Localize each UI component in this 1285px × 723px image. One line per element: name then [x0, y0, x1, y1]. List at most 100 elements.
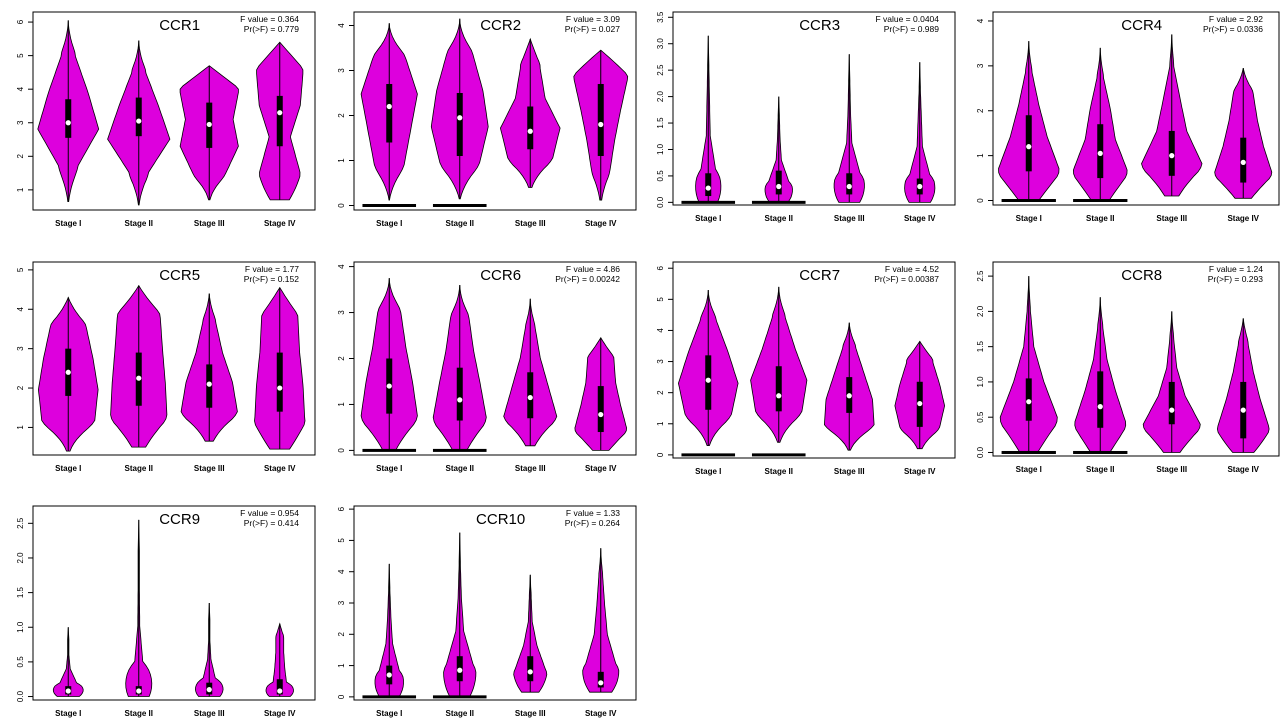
- y-tick-label: 0: [337, 203, 346, 208]
- p-value-label: Pr(>F) = 0.027: [565, 24, 621, 34]
- y-tick-label: 5: [16, 267, 25, 272]
- panel-title: CCR1: [159, 17, 200, 34]
- f-value-label: F value = 4.52: [885, 264, 939, 274]
- y-tick-label: 6: [16, 19, 25, 24]
- y-tick-label: 2.0: [656, 90, 665, 102]
- zero-bar: [1073, 450, 1128, 454]
- y-tick-label: 3.5: [656, 11, 665, 23]
- median-point: [1097, 150, 1103, 156]
- median-point: [386, 672, 392, 678]
- y-tick-label: 2: [16, 385, 25, 390]
- zero-bar: [362, 695, 417, 699]
- y-tick-label: 1: [337, 158, 346, 163]
- median-point: [1026, 144, 1032, 150]
- f-value-label: F value = 3.09: [566, 14, 620, 24]
- f-value-label: F value = 0.0404: [875, 14, 939, 24]
- zero-bar: [432, 448, 487, 452]
- y-tick-label: 0.0: [656, 196, 665, 208]
- y-tick-label: 1: [976, 153, 985, 158]
- x-tick-label: Stage I: [376, 464, 402, 473]
- y-tick-label: 4: [16, 306, 25, 311]
- x-tick-label: Stage II: [1086, 465, 1114, 474]
- zero-bar: [1001, 199, 1056, 203]
- x-tick-label: Stage IV: [1227, 465, 1259, 474]
- plot-frame: [32, 505, 316, 701]
- y-tick-label: 4: [16, 86, 25, 91]
- y-tick-label: 1.5: [656, 117, 665, 129]
- zero-bar: [432, 204, 487, 207]
- y-tick-label: 5: [337, 538, 346, 543]
- median-point: [277, 385, 283, 391]
- zero-bar: [681, 200, 736, 204]
- y-tick-label: 2: [976, 108, 985, 113]
- x-tick-label: Stage II: [446, 709, 474, 718]
- x-tick-label: Stage I: [55, 219, 81, 228]
- y-tick-label: 0: [656, 452, 665, 457]
- median-point: [1097, 404, 1103, 410]
- median-point: [386, 383, 392, 389]
- x-tick-label: Stage I: [376, 219, 402, 228]
- zero-bar: [1001, 450, 1056, 454]
- median-point: [457, 667, 463, 673]
- x-tick-label: Stage III: [194, 709, 225, 718]
- panel-title: CCR10: [476, 511, 525, 528]
- median-point: [65, 369, 71, 375]
- median-point: [917, 183, 923, 190]
- x-tick-label: Stage III: [515, 464, 546, 473]
- y-tick-label: 1.5: [976, 341, 985, 353]
- plot-frame: [32, 11, 316, 211]
- plot-frame: [992, 261, 1280, 457]
- x-tick-label: Stage II: [125, 464, 153, 473]
- y-tick-label: 5: [16, 53, 25, 58]
- median-point: [705, 377, 711, 383]
- y-tick-label: 3: [976, 63, 985, 68]
- zero-bar: [1073, 199, 1128, 203]
- iqr-box: [527, 106, 534, 150]
- p-value-label: Pr(>F) = 0.293: [1208, 274, 1264, 284]
- chart-panel-ccr3: 0.0 0.5 1.0 1.5 2.0 2.5 3.0 3.5 Stage I Stage II S…: [656, 11, 956, 223]
- x-tick-label: Stage III: [1156, 465, 1187, 474]
- panel-title: CCR5: [159, 267, 200, 284]
- x-tick-label: Stage III: [834, 467, 865, 476]
- panel-title: CCR2: [480, 17, 521, 34]
- iqr-box: [276, 352, 283, 412]
- p-value-label: Pr(>F) = 0.264: [565, 518, 621, 528]
- y-tick-label: 3: [337, 310, 346, 315]
- iqr-box: [65, 99, 72, 138]
- y-tick-label: 6: [337, 506, 346, 511]
- x-tick-label: Stage I: [695, 214, 721, 223]
- median-point: [277, 110, 283, 116]
- median-point: [1169, 407, 1175, 413]
- iqr-box: [386, 84, 393, 143]
- x-tick-label: Stage III: [194, 464, 225, 473]
- iqr-box: [527, 656, 534, 682]
- chart-panel-ccr7: 0 1 2 3 4 5 6 Stage I Stage II Stage III Stage IV C…: [656, 261, 956, 476]
- y-tick-label: 0: [337, 448, 346, 453]
- x-tick-label: Stage II: [446, 464, 474, 473]
- y-tick-label: 1.0: [16, 621, 25, 633]
- x-tick-label: Stage IV: [585, 219, 617, 228]
- chart-panel-ccr10: 0 1 2 3 4 5 6 Stage I Stage II Stage III Stage IV C…: [337, 505, 637, 718]
- x-tick-label: Stage II: [1086, 214, 1114, 223]
- f-value-label: F value = 1.24: [1209, 264, 1263, 274]
- iqr-box: [1097, 371, 1104, 428]
- median-point: [917, 400, 923, 407]
- y-tick-label: 3: [16, 120, 25, 125]
- chart-panel-ccr6: 0 1 2 3 4 Stage I Stage II Stage III Stage IV CCR…: [337, 261, 637, 473]
- x-tick-label: Stage I: [376, 709, 402, 718]
- median-point: [206, 381, 212, 387]
- plot-frame: [353, 11, 637, 211]
- y-tick-label: 1: [337, 663, 346, 668]
- median-point: [277, 688, 283, 694]
- iqr-box: [276, 95, 283, 147]
- y-tick-label: 2.0: [16, 552, 25, 564]
- median-point: [705, 185, 711, 191]
- p-value-label: Pr(>F) = 0.0336: [1203, 24, 1263, 34]
- y-tick-label: 4: [976, 18, 985, 23]
- median-point: [776, 393, 782, 399]
- chart-panel-ccr1: 1 2 3 4 5 6 Stage I Stage II Stage III Stage IV CC…: [16, 11, 316, 228]
- y-tick-label: 2: [656, 390, 665, 395]
- x-tick-label: Stage II: [765, 214, 793, 223]
- x-tick-label: Stage I: [695, 467, 721, 476]
- y-tick-label: 6: [656, 265, 665, 270]
